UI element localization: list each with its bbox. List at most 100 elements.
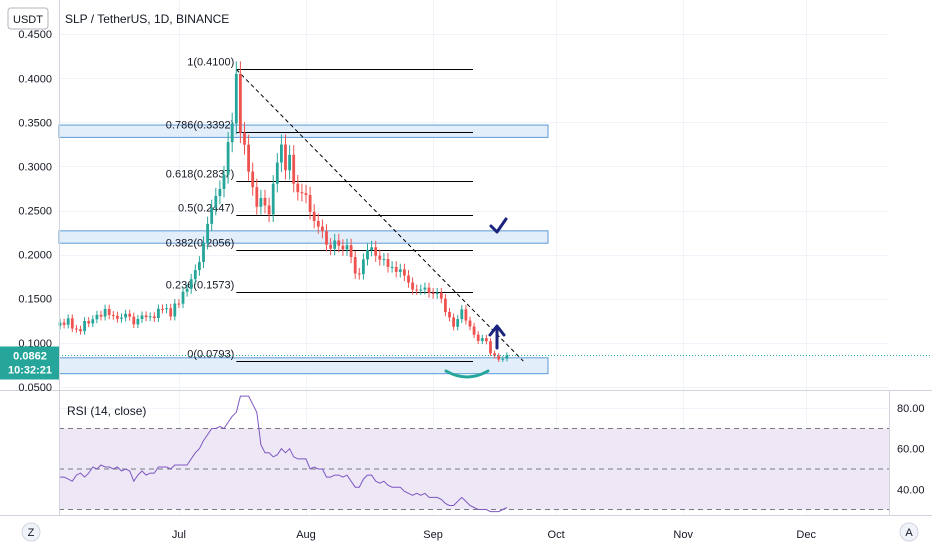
candle — [427, 282, 431, 298]
time-tick-label: Aug — [296, 529, 316, 541]
candle — [398, 263, 402, 278]
candle — [292, 145, 296, 193]
candle — [329, 238, 332, 256]
candle — [493, 350, 496, 359]
candle — [366, 243, 369, 266]
candle — [386, 253, 390, 273]
fib-label-4: 0.382(0.2056) — [166, 238, 235, 250]
rsi-axis[interactable]: 80.00 60.00 40.00 — [897, 403, 925, 496]
candle — [415, 284, 419, 295]
candle — [337, 233, 341, 253]
candle — [403, 263, 406, 281]
zoom-button[interactable]: Z — [21, 522, 41, 542]
candle — [169, 303, 173, 321]
candle — [83, 317, 86, 335]
fib-label-0: 1(0.4100) — [187, 57, 234, 69]
candle — [189, 273, 193, 294]
annotations — [444, 217, 508, 379]
candle — [435, 287, 439, 299]
candle — [116, 311, 119, 323]
candle — [157, 304, 160, 323]
price-tick-label: 0.4000 — [18, 73, 52, 85]
candle — [226, 132, 230, 184]
last-price-tag: 0.0862 10:32:21 — [0, 346, 59, 380]
zone-3[interactable] — [58, 357, 549, 375]
candle — [497, 353, 501, 362]
zone-1[interactable] — [58, 124, 549, 138]
auto-scale-button[interactable]: A — [899, 522, 919, 542]
time-axis[interactable]: Jul Aug Sep Oct Nov Dec — [172, 529, 817, 541]
candle — [132, 312, 136, 329]
candle — [468, 316, 472, 331]
candle — [304, 184, 308, 204]
fib-label-5: 0.236(0.1573) — [166, 280, 235, 292]
trend-line-group — [235, 69, 524, 362]
candle — [222, 165, 226, 198]
candle — [136, 315, 140, 329]
rsi-title: RSI (14, close) — [67, 404, 146, 418]
checkmark-icon[interactable] — [489, 217, 508, 234]
fib-label-1: 0.786(0.3392) — [166, 120, 235, 132]
candle — [140, 311, 144, 323]
candle — [444, 294, 447, 317]
candle — [349, 238, 353, 264]
candle — [345, 238, 349, 256]
currency-button[interactable]: USDT — [7, 7, 49, 30]
candle — [439, 287, 443, 304]
candle — [87, 317, 91, 328]
candle — [181, 286, 185, 309]
price-tick-label: 0.3500 — [18, 117, 52, 129]
price-tick-label: 0.2500 — [18, 206, 52, 218]
time-tick-label: Dec — [796, 529, 816, 541]
candle — [66, 314, 70, 329]
candle — [259, 189, 263, 215]
candle — [472, 322, 476, 338]
candle — [382, 253, 386, 266]
candle — [353, 250, 357, 280]
candle — [234, 61, 238, 135]
candle — [284, 134, 287, 180]
rsi-tick-label: 40.00 — [897, 484, 925, 496]
candle — [362, 253, 365, 280]
candle — [161, 304, 164, 314]
candle — [214, 187, 218, 216]
trend-line[interactable] — [235, 69, 524, 362]
candle — [476, 331, 480, 345]
candle — [407, 270, 410, 288]
fib-label-3: 0.5(0.2447) — [178, 203, 234, 215]
price-axis[interactable]: 0.4500 0.4000 0.3500 0.3000 0.2500 0.2000 0.15… — [18, 29, 52, 394]
candle — [275, 153, 279, 193]
candle — [198, 256, 201, 276]
candle — [321, 219, 324, 239]
candle — [308, 186, 312, 220]
candle — [394, 261, 398, 278]
candle — [185, 283, 189, 297]
candle — [357, 268, 361, 280]
smile-arc-icon[interactable] — [444, 369, 490, 379]
candle — [333, 233, 337, 256]
candle — [95, 310, 99, 324]
candle — [316, 213, 320, 234]
candle — [91, 315, 95, 328]
support-resistance-zones — [58, 124, 549, 375]
candle — [288, 145, 291, 180]
candle — [148, 312, 152, 322]
zone-2[interactable] — [58, 230, 549, 244]
zoom-button-label: Z — [28, 527, 35, 539]
arrow-up-icon[interactable] — [488, 324, 506, 350]
candle — [390, 261, 394, 273]
candle — [448, 307, 451, 322]
candle — [251, 162, 255, 196]
candle — [501, 356, 505, 362]
time-tick-label: Oct — [548, 529, 565, 541]
candle — [480, 334, 484, 345]
candle — [210, 199, 214, 232]
bar-countdown: 10:32:21 — [8, 365, 52, 377]
candle — [419, 284, 423, 295]
candle — [267, 197, 271, 223]
candle — [79, 325, 82, 335]
candle — [325, 224, 328, 252]
currency-button-label: USDT — [13, 14, 43, 26]
candle — [152, 312, 156, 323]
